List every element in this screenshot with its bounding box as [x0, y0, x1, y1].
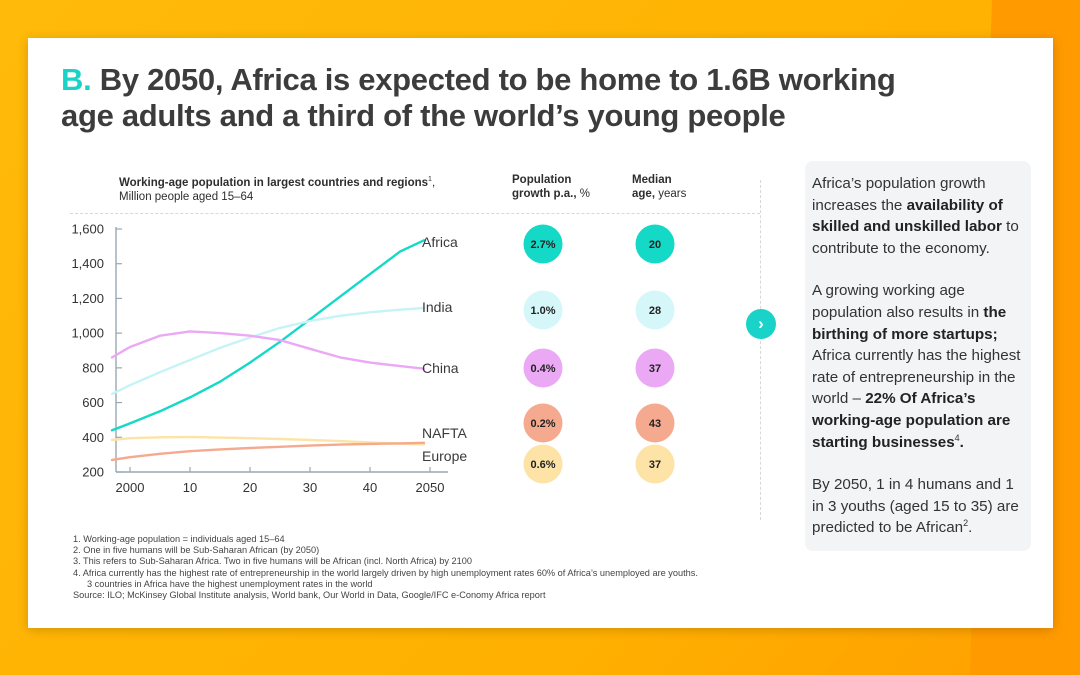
insight-2-footnote-ref: 4 [954, 432, 960, 443]
insight-paragraph-2: A growing working age population also re… [812, 280, 1027, 453]
insight-paragraph-3: By 2050, 1 in 4 humans and 1 in 3 youths… [812, 474, 1027, 539]
series-label-nafta: NAFTA [422, 425, 468, 441]
series-label-china: China [422, 360, 459, 376]
series-label-india: India [422, 299, 453, 315]
insight-1-tail: to contribute to the economy. [812, 218, 1019, 257]
series-line-africa [110, 239, 426, 432]
y-tick-label: 1,200 [71, 291, 104, 306]
series-label-europe: Europe [422, 448, 467, 464]
median-column-header: Median age, years [632, 173, 722, 201]
insight-panel: Africa’s population growth increases the… [805, 161, 1031, 551]
x-tick-label: 20 [243, 480, 257, 495]
x-tick-label: 2050 [416, 480, 445, 495]
x-tick-label: 10 [183, 480, 197, 495]
series-line-china [110, 330, 426, 370]
growth-value-africa: 2.7% [530, 239, 555, 251]
insight-paragraph-1: Africa’s population growth increases the… [812, 173, 1027, 259]
y-tick-label: 400 [82, 430, 104, 445]
growth-header-line-1: Population [512, 174, 572, 186]
series-label-africa: Africa [422, 234, 458, 250]
slide-card: B. By 2050, Africa is expected to be hom… [28, 38, 1053, 628]
footnote: 4. Africa currently has the highest rate… [73, 567, 698, 578]
insight-3-text: By 2050, 1 in 4 humans and 1 in 3 youths… [812, 476, 1019, 537]
growth-bubble-europe [523, 444, 563, 484]
median-bubble-nafta [635, 403, 675, 443]
median-header-unit: years [655, 188, 687, 200]
chart-header-main: Working-age population in largest countr… [119, 173, 499, 204]
x-tick-label: 30 [303, 480, 317, 495]
series-line-india [110, 306, 426, 396]
footnote: 1. Working-age population = individuals … [73, 534, 285, 544]
insight-1-text: Africa’s population growth increases the [812, 175, 986, 214]
median-bubble-europe [635, 444, 675, 484]
median-value-africa: 20 [649, 239, 661, 251]
y-tick-label: 600 [82, 395, 104, 410]
median-value-nafta: 43 [649, 418, 661, 430]
title-prefix: B. [61, 62, 92, 97]
growth-value-china: 0.4% [530, 363, 555, 375]
median-header-line-2: age, [632, 188, 656, 200]
median-value-europe: 37 [649, 459, 661, 471]
insight-3-end: . [968, 519, 973, 537]
insight-3-footnote-ref: 2 [963, 518, 969, 529]
growth-header-unit: % [576, 188, 590, 200]
footnote: 3 countries in Africa have the highest u… [87, 578, 373, 589]
insight-2-text: A growing working age population also re… [812, 282, 984, 321]
title-line-2: age adults and a third of the world’s yo… [61, 98, 786, 133]
page-title: B. By 2050, Africa is expected to be hom… [61, 62, 1011, 134]
chart-header-title: Working-age population in largest countr… [119, 176, 429, 189]
y-tick-label: 1,000 [71, 326, 104, 341]
median-value-china: 37 [649, 363, 661, 375]
median-header-line-1: Median [632, 174, 672, 186]
growth-bubble-china [523, 348, 563, 388]
source-note: Source: ILO; McKinsey Global Institute a… [73, 590, 546, 601]
series-line-europe [110, 441, 426, 462]
footnotes: 1. Working-age population = individuals … [73, 534, 773, 601]
next-slide-button[interactable]: › [746, 309, 776, 339]
median-value-india: 28 [649, 305, 661, 317]
y-tick-label: 800 [82, 360, 104, 375]
footnote: 2. One in five humans will be Sub-Sahara… [73, 545, 320, 556]
chart-header-comma: , [431, 176, 436, 189]
chart-divider [760, 180, 761, 520]
footnote: 3. This refers to Sub-Saharan Africa. Tw… [73, 556, 472, 567]
y-tick-label: 1,400 [71, 256, 104, 271]
insight-2-middle: Africa currently has the highest rate of… [812, 347, 1021, 408]
x-tick-label: 40 [363, 480, 377, 495]
median-bubble-india [635, 290, 675, 330]
growth-header-line-2: growth p.a., [512, 188, 577, 200]
insight-1-highlight: availability of skilled and unskilled la… [812, 196, 1003, 236]
growth-value-europe: 0.6% [530, 459, 555, 471]
insight-2-end: . [959, 433, 964, 451]
growth-value-nafta: 0.2% [530, 418, 555, 430]
insight-2-highlight-2: 22% Of Africa’s working-age population a… [812, 390, 1011, 451]
growth-bubble-nafta [523, 403, 563, 443]
growth-column-header: Population growth p.a., % [512, 173, 622, 201]
y-tick-label: 1,600 [71, 222, 104, 237]
chevron-right-icon: › [758, 314, 764, 333]
title-line-1: By 2050, Africa is expected to be home t… [99, 62, 896, 97]
growth-value-india: 1.0% [530, 305, 555, 317]
population-chart: 1,600 1,400 1,200 1,000 800 600 400 200 2000 10 20… [71, 222, 675, 495]
growth-bubble-africa [523, 224, 563, 264]
median-bubble-africa [635, 224, 675, 264]
insight-2-highlight-1: the birthing of more startups; [812, 303, 1007, 343]
y-tick-label: 200 [82, 465, 104, 480]
x-tick-label: 2000 [116, 480, 145, 495]
chart-header-unit: Million people aged 15–64 [119, 190, 254, 203]
header-divider [70, 213, 760, 214]
chart-header-footnote-ref: 1 [428, 176, 432, 183]
median-bubble-china [635, 348, 675, 388]
growth-bubble-india [523, 290, 563, 330]
